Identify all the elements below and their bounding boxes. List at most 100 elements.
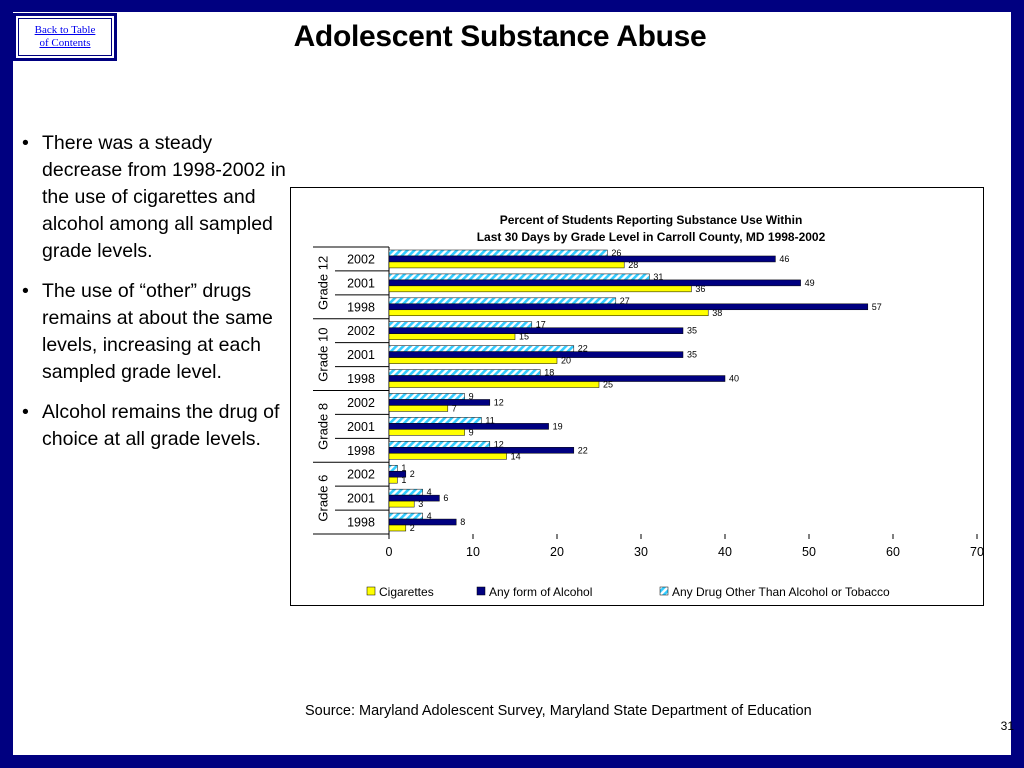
x-tick-label: 0 bbox=[386, 545, 393, 559]
x-tick-label: 30 bbox=[634, 545, 648, 559]
bar-cigarettes bbox=[388, 261, 625, 269]
back-to-table-of-contents-button[interactable]: Back to Table of Contents bbox=[13, 13, 117, 61]
category-label: 2002 bbox=[347, 252, 375, 266]
x-tick-label: 60 bbox=[886, 545, 900, 559]
data-label: 17 bbox=[536, 320, 546, 330]
category-label: 1998 bbox=[347, 444, 375, 458]
x-tick-label: 40 bbox=[718, 545, 732, 559]
bar-any-drug-other-than-alcohol-or-tobacco bbox=[388, 393, 465, 400]
data-label: 7 bbox=[452, 403, 457, 413]
bar-any-drug-other-than-alcohol-or-tobacco bbox=[388, 512, 423, 520]
bar-any-drug-other-than-alcohol-or-tobacco bbox=[388, 488, 423, 496]
data-label: 18 bbox=[544, 368, 554, 378]
data-label: 36 bbox=[695, 284, 705, 294]
category-label: 2001 bbox=[347, 348, 375, 362]
group-label: Grade 10 bbox=[315, 328, 330, 382]
data-label: 26 bbox=[611, 248, 621, 258]
bar-chart: Percent of Students Reporting Substance … bbox=[313, 213, 983, 599]
data-label: 31 bbox=[653, 272, 663, 282]
data-label: 3 bbox=[418, 499, 423, 509]
bar-cigarettes bbox=[388, 381, 600, 388]
data-label: 12 bbox=[494, 397, 504, 407]
bullet-item-3: Alcohol remains the drug of choice at al… bbox=[20, 399, 288, 453]
legend-swatch-any-form-of-alcohol bbox=[476, 586, 486, 596]
legend-swatch-any-drug-other-than-alcohol-or-tobacco bbox=[659, 586, 669, 596]
data-label: 35 bbox=[687, 326, 697, 336]
bar-any-drug-other-than-alcohol-or-tobacco bbox=[388, 297, 617, 305]
category-label: 2002 bbox=[347, 396, 375, 410]
bar-cigarettes bbox=[388, 357, 558, 364]
bar-any-form-of-alcohol bbox=[388, 351, 684, 358]
bar-cigarettes bbox=[388, 309, 709, 317]
data-label: 1 bbox=[401, 463, 406, 473]
data-label: 22 bbox=[578, 445, 588, 455]
bar-cigarettes bbox=[388, 405, 449, 412]
category-label: 2002 bbox=[347, 468, 375, 482]
bullet-list: There was a steady decrease from 1998-20… bbox=[20, 130, 288, 466]
back-link-line2: of Contents bbox=[39, 37, 91, 49]
bullet-item-2: The use of “other” drugs remains at abou… bbox=[20, 278, 288, 386]
data-label: 28 bbox=[628, 260, 638, 270]
bar-cigarettes bbox=[388, 429, 465, 436]
data-label: 49 bbox=[805, 278, 815, 288]
source-note: Source: Maryland Adolescent Survey, Mary… bbox=[305, 703, 812, 719]
data-label: 40 bbox=[729, 374, 739, 384]
data-label: 57 bbox=[872, 302, 882, 312]
data-label: 2 bbox=[410, 469, 415, 479]
bar-any-drug-other-than-alcohol-or-tobacco bbox=[388, 321, 533, 328]
bar-any-form-of-alcohol bbox=[388, 423, 549, 430]
bar-any-form-of-alcohol bbox=[388, 447, 575, 454]
data-label: 46 bbox=[779, 254, 789, 264]
category-label: 1998 bbox=[347, 300, 375, 314]
chart-frame: Percent of Students Reporting Substance … bbox=[290, 187, 984, 606]
data-label: 4 bbox=[427, 511, 432, 521]
bar-cigarettes bbox=[388, 524, 407, 532]
bar-any-form-of-alcohol bbox=[388, 255, 776, 263]
data-label: 22 bbox=[578, 344, 588, 354]
bullet-item-1: There was a steady decrease from 1998-20… bbox=[20, 130, 288, 265]
legend-label: Cigarettes bbox=[379, 585, 434, 599]
page-number: 31 bbox=[1000, 719, 1014, 733]
bar-cigarettes bbox=[388, 500, 415, 508]
bar-any-form-of-alcohol bbox=[388, 518, 457, 526]
group-label: Grade 12 bbox=[315, 256, 330, 310]
data-label: 38 bbox=[712, 308, 722, 318]
data-label: 6 bbox=[443, 493, 448, 503]
category-label: 1998 bbox=[347, 372, 375, 386]
back-link-line1: Back to Table bbox=[34, 24, 96, 36]
legend-swatch-cigarettes bbox=[366, 586, 376, 596]
bar-cigarettes bbox=[388, 453, 507, 460]
legend: Cigarettes Any form of Alcohol Any Drug Ot… bbox=[366, 585, 890, 599]
data-label: 4 bbox=[427, 487, 432, 497]
legend-label: Any form of Alcohol bbox=[489, 585, 592, 599]
data-label: 8 bbox=[460, 517, 465, 527]
bar-any-form-of-alcohol bbox=[388, 399, 491, 406]
x-tick-label: 20 bbox=[550, 545, 564, 559]
x-tick-label: 10 bbox=[466, 545, 480, 559]
bar-any-drug-other-than-alcohol-or-tobacco bbox=[388, 441, 491, 448]
data-label: 15 bbox=[519, 332, 529, 342]
chart-title-line1: Percent of Students Reporting Substance … bbox=[500, 213, 803, 227]
data-label: 11 bbox=[485, 415, 494, 425]
category-label: 2001 bbox=[347, 276, 375, 290]
bar-any-drug-other-than-alcohol-or-tobacco bbox=[388, 249, 608, 257]
category-label: 2001 bbox=[347, 492, 375, 506]
data-label: 20 bbox=[561, 356, 571, 366]
bar-any-form-of-alcohol bbox=[388, 375, 726, 382]
group-label: Grade 6 bbox=[315, 475, 330, 522]
bar-any-form-of-alcohol bbox=[388, 303, 869, 311]
bar-any-drug-other-than-alcohol-or-tobacco bbox=[388, 369, 541, 376]
data-label: 9 bbox=[469, 391, 474, 401]
bar-any-drug-other-than-alcohol-or-tobacco bbox=[388, 345, 575, 352]
bar-any-drug-other-than-alcohol-or-tobacco bbox=[388, 273, 650, 281]
bar-any-drug-other-than-alcohol-or-tobacco bbox=[388, 464, 398, 472]
data-label: 25 bbox=[603, 380, 613, 390]
slide-title: Adolescent Substance Abuse bbox=[293, 20, 707, 53]
group-label: Grade 8 bbox=[315, 403, 330, 450]
data-label: 35 bbox=[687, 350, 697, 360]
x-tick-label: 70 bbox=[970, 545, 983, 559]
data-label: 1 bbox=[401, 475, 406, 485]
bar-any-form-of-alcohol bbox=[388, 494, 440, 502]
bar-any-form-of-alcohol bbox=[388, 279, 801, 287]
